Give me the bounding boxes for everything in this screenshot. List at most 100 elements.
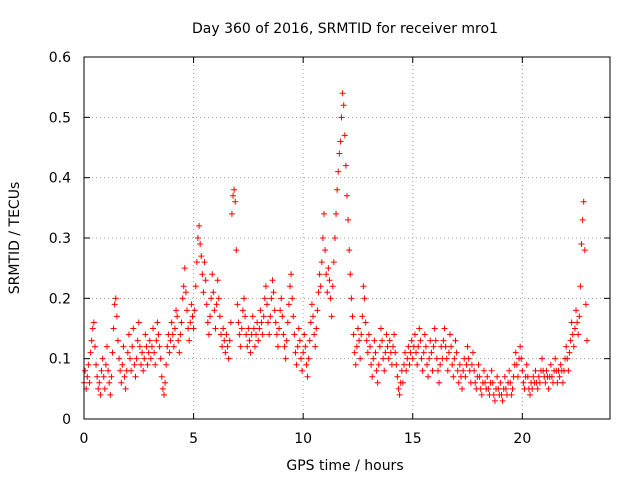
data-point <box>488 367 495 374</box>
data-point <box>268 295 275 302</box>
data-point <box>423 361 430 368</box>
y-axis-label: SRMTID / TECUs <box>7 182 23 295</box>
data-point <box>570 343 577 350</box>
data-point <box>340 102 347 109</box>
data-point <box>508 391 515 398</box>
data-point <box>114 337 121 344</box>
data-point <box>192 283 199 290</box>
data-point <box>305 355 312 362</box>
data-point <box>428 349 435 356</box>
data-point <box>84 373 91 380</box>
data-point <box>380 355 387 362</box>
x-tick-label: 15 <box>404 431 422 447</box>
data-point <box>117 367 124 374</box>
data-point <box>498 391 505 398</box>
data-point <box>482 379 489 386</box>
data-point <box>470 349 477 356</box>
data-point <box>156 343 163 350</box>
data-point <box>154 319 161 326</box>
data-point <box>376 343 383 350</box>
data-point <box>325 265 332 272</box>
data-point <box>135 319 142 326</box>
data-point <box>312 343 319 350</box>
data-point <box>233 247 240 254</box>
data-point <box>137 361 144 368</box>
data-point <box>296 337 303 344</box>
data-point <box>280 331 287 338</box>
data-point <box>554 379 561 386</box>
data-point <box>409 355 416 362</box>
data-point <box>364 349 371 356</box>
data-point <box>228 210 235 217</box>
data-point <box>451 355 458 362</box>
data-point <box>160 391 167 398</box>
data-point <box>242 313 249 320</box>
data-point <box>460 367 467 374</box>
data-point <box>362 319 369 326</box>
data-point <box>373 367 380 374</box>
data-point <box>527 391 534 398</box>
data-point <box>518 355 525 362</box>
data-point <box>86 379 93 386</box>
data-point <box>219 343 226 350</box>
data-point <box>536 379 543 386</box>
data-point <box>127 355 134 362</box>
data-point <box>543 367 550 374</box>
data-point <box>501 373 508 380</box>
data-point <box>213 301 220 308</box>
data-point <box>94 373 101 380</box>
data-point <box>163 361 170 368</box>
data-point <box>386 337 393 344</box>
data-point <box>394 373 401 380</box>
data-point <box>174 313 181 320</box>
data-point <box>283 337 290 344</box>
data-point <box>276 325 283 332</box>
data-point <box>129 343 136 350</box>
data-point <box>180 283 187 290</box>
axis-ticks: 0 0.1 0.2 0.3 0.4 0.5 0.6 0 5 10 15 20 <box>49 50 610 447</box>
data-point <box>262 283 269 290</box>
data-point <box>93 361 100 368</box>
data-point <box>194 235 201 241</box>
data-point <box>369 373 376 380</box>
data-point <box>497 379 504 386</box>
data-point <box>87 349 94 356</box>
data-point <box>338 114 345 121</box>
data-point <box>465 355 472 362</box>
data-point <box>302 343 309 350</box>
data-point <box>107 391 114 398</box>
data-point <box>307 319 314 326</box>
data-point <box>480 367 487 374</box>
data-point <box>430 343 437 350</box>
data-point <box>575 331 582 338</box>
data-point <box>217 331 224 338</box>
data-point <box>257 307 264 314</box>
data-point <box>293 361 300 368</box>
data-point <box>442 343 449 350</box>
data-point <box>447 331 454 338</box>
data-point <box>313 325 320 332</box>
y-tick-label: 0.6 <box>49 50 71 66</box>
data-point <box>224 343 231 350</box>
data-point <box>95 385 102 392</box>
data-point <box>108 373 115 380</box>
data-point <box>547 361 554 368</box>
data-point <box>377 325 384 332</box>
data-point <box>427 337 434 344</box>
data-point <box>484 373 491 380</box>
data-point <box>255 337 262 344</box>
data-point <box>370 355 377 362</box>
data-point <box>348 295 355 302</box>
data-point <box>514 373 521 380</box>
data-point <box>274 343 281 350</box>
data-point <box>287 283 294 290</box>
data-point <box>335 168 342 175</box>
data-point <box>334 186 341 193</box>
data-point <box>454 367 461 374</box>
data-point <box>98 367 105 374</box>
data-point <box>299 367 306 374</box>
data-point <box>249 313 256 320</box>
data-point <box>226 337 233 344</box>
data-point <box>322 247 329 254</box>
data-point <box>532 367 539 374</box>
